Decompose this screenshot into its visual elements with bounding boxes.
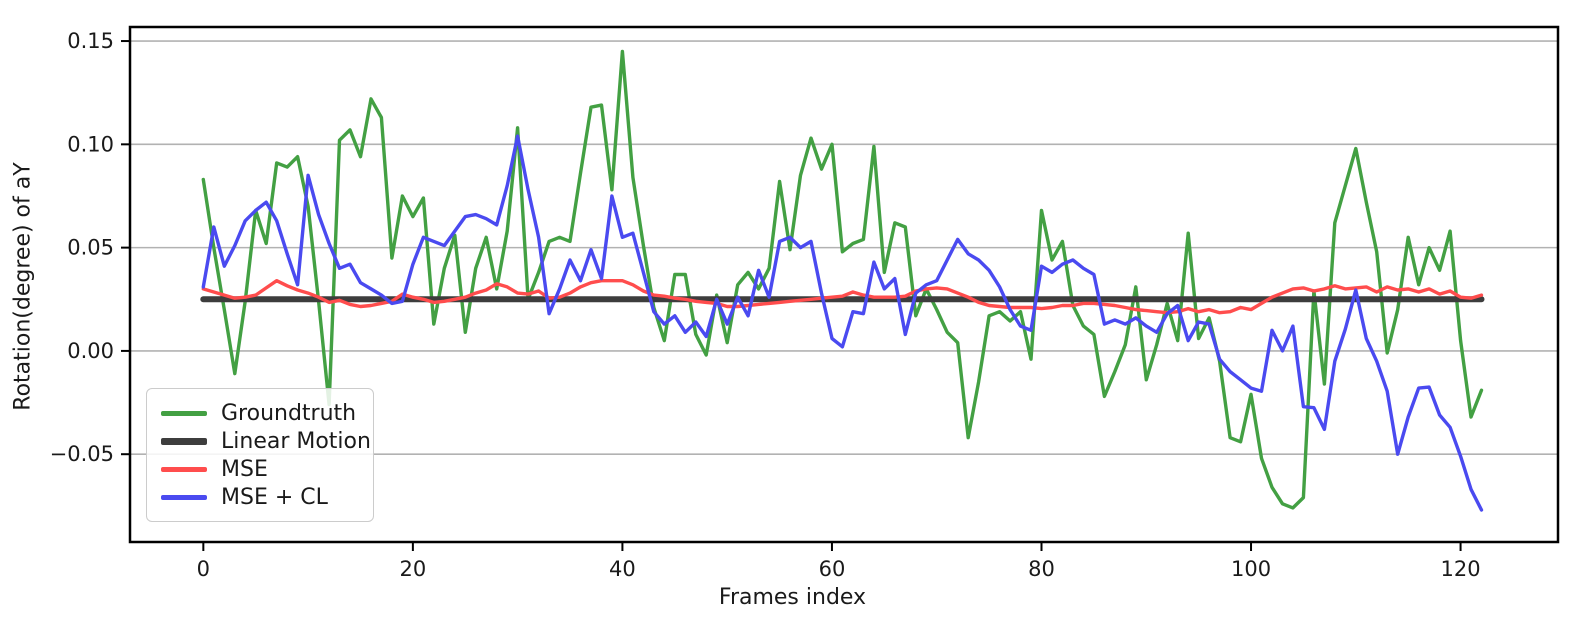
- x-axis-label: Frames index: [718, 585, 867, 610]
- legend-item-mse-cl: MSE + CL: [157, 483, 361, 511]
- x-tick-label: 20: [400, 557, 427, 581]
- legend-line-swatch: [161, 410, 207, 416]
- legend-line-swatch: [161, 437, 207, 445]
- y-tick-label: 0.15: [67, 29, 114, 53]
- legend-label: Groundtruth: [221, 400, 357, 426]
- plot-border: [128, 25, 1560, 544]
- y-axis-label: Rotation(degree) of aY: [10, 162, 36, 411]
- x-tick-label: 0: [197, 557, 210, 581]
- legend-label: Linear Motion: [221, 428, 371, 454]
- series-line-groundtruth: [201, 49, 1484, 510]
- legend: Groundtruth Linear Motion MSE MSE + CL: [146, 388, 374, 522]
- legend-line-swatch: [161, 494, 207, 500]
- legend-item-linear-motion: Linear Motion: [157, 427, 371, 455]
- series-line-mse: [201, 279, 1484, 315]
- legend-item-mse: MSE: [157, 455, 361, 483]
- legend-label: MSE: [221, 456, 268, 482]
- x-tick-label: 100: [1231, 557, 1271, 581]
- x-tick-label: 40: [609, 557, 636, 581]
- x-tick-label: 60: [819, 557, 846, 581]
- legend-item-groundtruth: Groundtruth: [157, 399, 361, 427]
- y-tick-label: −0.05: [50, 442, 114, 466]
- y-tick-label: 0.05: [67, 236, 114, 260]
- x-tick-label: 80: [1028, 557, 1055, 581]
- y-tick-label: 0.00: [67, 339, 114, 363]
- legend-line-swatch: [161, 466, 207, 472]
- x-tick-label: 120: [1441, 557, 1481, 581]
- y-tick-label: 0.10: [67, 132, 114, 156]
- series-line-mse-cl: [201, 134, 1484, 512]
- legend-label: MSE + CL: [221, 484, 328, 510]
